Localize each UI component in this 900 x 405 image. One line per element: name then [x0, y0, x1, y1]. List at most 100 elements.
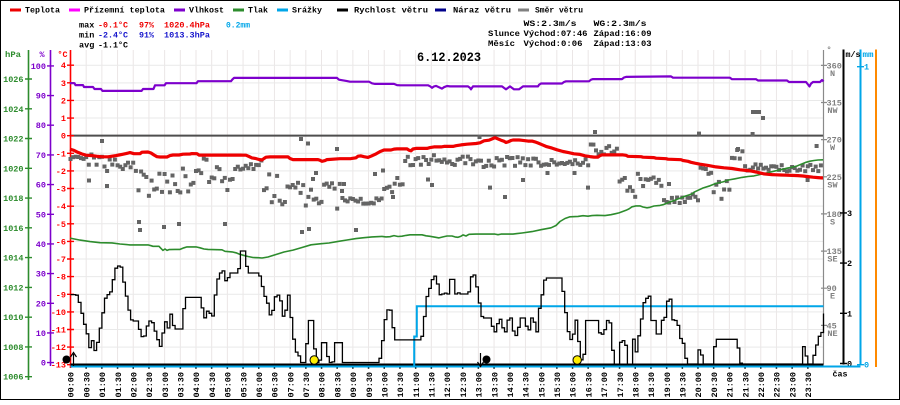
svg-text:135: 135: [827, 247, 842, 257]
svg-text:SW: SW: [827, 180, 838, 190]
svg-text:22:30: 22:30: [773, 372, 783, 398]
svg-text:Západ:16:09: Západ:16:09: [594, 29, 652, 39]
svg-text:-7: -7: [56, 255, 66, 265]
svg-text:16:00: 16:00: [569, 372, 579, 398]
svg-text:70: 70: [36, 151, 46, 161]
svg-text:90: 90: [36, 92, 46, 102]
svg-text:0.2mm: 0.2mm: [226, 21, 250, 31]
svg-text:10:00: 10:00: [380, 372, 390, 398]
svg-text:Východ:0:06: Východ:0:06: [524, 39, 583, 49]
svg-text:-2: -2: [56, 167, 66, 177]
svg-text:4: 4: [61, 61, 66, 71]
svg-text:1022: 1022: [3, 135, 23, 145]
svg-text:Slunce: Slunce: [488, 29, 520, 39]
svg-text:315: 315: [827, 99, 842, 109]
svg-text:08:00: 08:00: [318, 372, 328, 398]
svg-text:3: 3: [61, 79, 66, 89]
svg-text:NE: NE: [827, 329, 837, 339]
svg-text:Rychlost větru: Rychlost větru: [354, 6, 428, 16]
svg-text:-3: -3: [56, 185, 66, 195]
svg-text:40: 40: [36, 240, 46, 250]
svg-text:02:00: 02:00: [129, 372, 139, 398]
svg-text:1013.3hPa: 1013.3hPa: [164, 31, 210, 41]
svg-text:13:30: 13:30: [490, 372, 500, 398]
svg-text:1010: 1010: [3, 313, 23, 323]
svg-text:-0.1°C: -0.1°C: [98, 21, 128, 31]
svg-text:08:30: 08:30: [333, 372, 343, 398]
svg-text:WS:2.3m/s: WS:2.3m/s: [524, 19, 577, 29]
svg-text:10:30: 10:30: [396, 372, 406, 398]
svg-text:Přízemní teplota: Přízemní teplota: [84, 6, 165, 16]
svg-text:14:30: 14:30: [522, 372, 532, 398]
svg-text:07:30: 07:30: [302, 372, 312, 398]
svg-text:15:30: 15:30: [553, 372, 563, 398]
svg-text:0: 0: [41, 359, 46, 369]
svg-text:°C: °C: [58, 50, 68, 60]
svg-text:06:30: 06:30: [271, 372, 281, 398]
svg-text:S: S: [830, 217, 835, 227]
svg-text:Náraz větru: Náraz větru: [453, 6, 511, 16]
svg-text:21:30: 21:30: [741, 372, 751, 398]
svg-text:Tlak: Tlak: [248, 6, 268, 16]
svg-text:m/s: m/s: [846, 50, 861, 60]
svg-text:09:30: 09:30: [365, 372, 375, 398]
svg-text:00:30: 00:30: [82, 372, 92, 398]
svg-text:6.12.2023: 6.12.2023: [417, 50, 481, 65]
svg-text:-8: -8: [56, 273, 66, 283]
svg-text:W: W: [830, 143, 836, 153]
svg-text:-1: -1: [56, 149, 66, 159]
svg-text:23:30: 23:30: [804, 372, 814, 398]
svg-text:-1.1°C: -1.1°C: [98, 41, 128, 51]
svg-text:čas: čas: [833, 370, 848, 380]
svg-text:-5: -5: [56, 220, 66, 230]
svg-text:90: 90: [827, 284, 837, 294]
svg-text:21:00: 21:00: [726, 372, 736, 398]
svg-text:1024: 1024: [3, 105, 23, 115]
svg-text:Západ:13:03: Západ:13:03: [594, 39, 652, 49]
svg-text:30: 30: [36, 270, 46, 280]
svg-text:3: 3: [847, 209, 852, 219]
svg-text:19:30: 19:30: [679, 372, 689, 398]
svg-text:0: 0: [847, 360, 852, 370]
svg-text:16:30: 16:30: [584, 372, 594, 398]
svg-text:12:30: 12:30: [459, 372, 469, 398]
svg-text:18:00: 18:00: [632, 372, 642, 398]
svg-text:20: 20: [36, 299, 46, 309]
svg-text:-10: -10: [51, 308, 66, 318]
svg-text:17:00: 17:00: [600, 372, 610, 398]
svg-text:06:00: 06:00: [255, 372, 265, 398]
svg-text:01:00: 01:00: [98, 372, 108, 398]
svg-text:60: 60: [36, 181, 46, 191]
svg-text:14:00: 14:00: [506, 372, 516, 398]
svg-text:45: 45: [827, 321, 837, 331]
svg-text:1012: 1012: [3, 283, 23, 293]
svg-text:°: °: [827, 46, 832, 56]
svg-text:SE: SE: [827, 255, 837, 265]
svg-text:270: 270: [827, 136, 842, 146]
svg-text:1008: 1008: [3, 343, 23, 353]
svg-text:05:00: 05:00: [224, 372, 234, 398]
svg-text:19:00: 19:00: [663, 372, 673, 398]
svg-text:1020.4hPa: 1020.4hPa: [164, 21, 210, 31]
svg-text:Východ:07:46: Východ:07:46: [524, 29, 588, 39]
svg-text:10: 10: [36, 329, 46, 339]
svg-text:03:30: 03:30: [177, 372, 187, 398]
svg-text:1: 1: [847, 309, 852, 319]
svg-text:15:00: 15:00: [537, 372, 547, 398]
svg-text:11:00: 11:00: [412, 372, 422, 398]
svg-text:1020: 1020: [3, 164, 23, 174]
svg-text:1014: 1014: [3, 254, 23, 264]
svg-text:13:00: 13:00: [475, 372, 485, 398]
svg-text:360: 360: [827, 61, 842, 71]
svg-text:00:00: 00:00: [67, 372, 77, 398]
svg-text:-6: -6: [56, 237, 66, 247]
svg-text:91%: 91%: [139, 31, 155, 41]
svg-text:hPa: hPa: [5, 50, 21, 60]
svg-text:0: 0: [864, 361, 869, 371]
svg-text:-12: -12: [51, 343, 66, 353]
svg-text:-4: -4: [56, 202, 66, 212]
svg-text:mm: mm: [863, 50, 874, 60]
svg-text:23:00: 23:00: [788, 372, 798, 398]
svg-text:min: min: [79, 31, 94, 41]
svg-text:-2.4°C: -2.4°C: [98, 31, 128, 41]
